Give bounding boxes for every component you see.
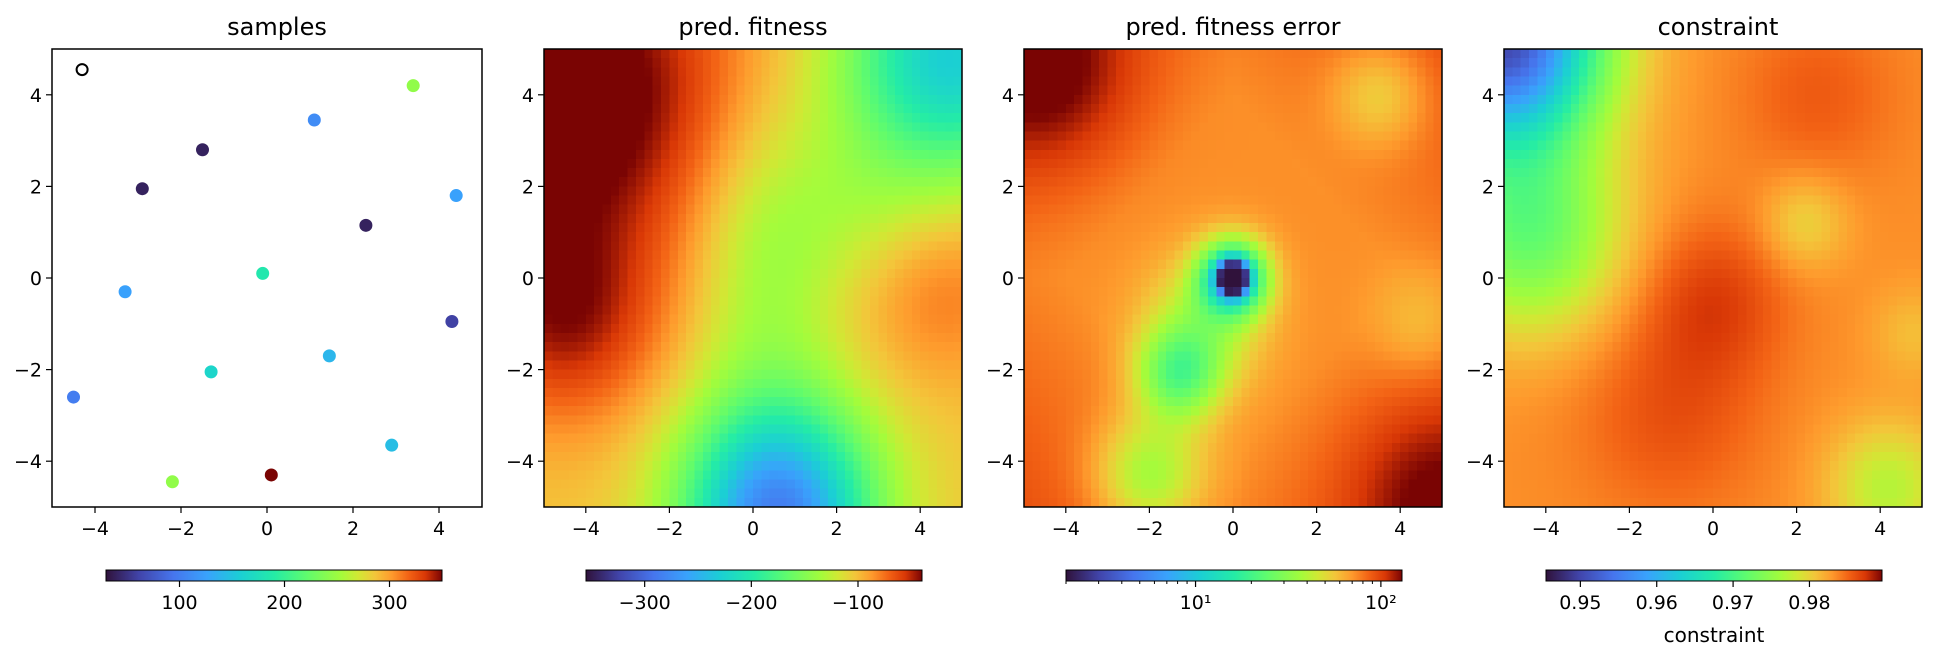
sample-point: [359, 218, 373, 232]
y-tick-label: 4: [30, 85, 42, 107]
y-tick-label: −4: [986, 451, 1014, 473]
x-tick-label: 2: [831, 518, 843, 540]
colorbar: [105, 569, 443, 582]
scatter-points: [67, 63, 463, 489]
x-tick-label: 0: [747, 518, 759, 540]
y-tick-label: 0: [1482, 268, 1494, 290]
x-tick-label: 0: [1707, 518, 1719, 540]
x-ticks: −4 −2 0 2 4: [572, 507, 926, 540]
x-tick-label: 4: [433, 518, 445, 540]
x-tick-label: −4: [1532, 518, 1560, 540]
y-tick-label: 2: [30, 176, 42, 198]
y-ticks: −4 −2 0 2 4: [506, 85, 544, 473]
x-tick-label: 2: [347, 518, 359, 540]
x-tick-label: 4: [1394, 518, 1406, 540]
sample-point: [204, 365, 218, 379]
panel-pred-fitness: pred. fitness −4 −2 0 2 4 −4 −2 0 2 4 −300 −200 −1…: [506, 13, 963, 614]
colorbar-tick-label: 0.95: [1559, 592, 1601, 614]
panel-title: pred. fitness error: [1125, 13, 1340, 41]
sample-point: [196, 143, 209, 157]
sample-point: [135, 182, 149, 196]
sample-point: [165, 475, 179, 489]
sample-point: [449, 189, 463, 203]
colorbar-tick-label: 0.96: [1636, 592, 1678, 614]
colorbar-tick-label: 100: [161, 592, 197, 614]
y-tick-label: −2: [1466, 360, 1494, 382]
x-tick-label: 2: [1311, 518, 1323, 540]
colorbar: [1545, 569, 1883, 582]
x-tick-label: −2: [1135, 518, 1163, 540]
x-tick-label: 2: [1791, 518, 1803, 540]
colorbar-tick-label: 200: [266, 592, 302, 614]
x-tick-label: 4: [1874, 518, 1886, 540]
sample-point: [256, 266, 270, 280]
colorbar-ticks: 100 200 300: [161, 581, 408, 614]
y-tick-label: 4: [522, 85, 534, 107]
x-tick-label: 0: [261, 518, 273, 540]
x-ticks: −4 −2 0 2 4: [81, 507, 445, 540]
constraint-heatmap: [1504, 49, 1922, 507]
y-tick-label: 2: [1002, 176, 1014, 198]
y-tick-label: −4: [14, 451, 42, 473]
y-ticks: −4 −2 0 2 4: [986, 85, 1024, 473]
sample-point: [67, 390, 80, 404]
y-tick-label: 0: [522, 268, 534, 290]
y-tick-label: 4: [1482, 85, 1494, 107]
y-tick-label: −4: [506, 451, 534, 473]
x-tick-label: −2: [167, 518, 195, 540]
y-tick-label: −4: [1466, 451, 1494, 473]
x-tick-label: 4: [914, 518, 926, 540]
colorbar: [585, 569, 923, 582]
colorbar-ticks: −300 −200 −100: [619, 581, 884, 614]
x-ticks: −4 −2 0 2 4: [1532, 507, 1886, 540]
colorbar-ticks: 0.95 0.96 0.97 0.98: [1559, 581, 1831, 614]
sample-point: [385, 438, 399, 452]
y-tick-label: −2: [506, 360, 534, 382]
y-tick-label: 0: [30, 268, 42, 290]
x-ticks: −4 −2 0 2 4: [1052, 507, 1406, 540]
colorbar-tick-label: 0.98: [1788, 592, 1830, 614]
y-ticks: −4 −2 0 2 4: [14, 85, 52, 473]
x-tick-label: −4: [572, 518, 600, 540]
x-tick-label: −2: [655, 518, 683, 540]
y-ticks: −4 −2 0 2 4: [1466, 85, 1504, 473]
colorbar-tick-label: 10²: [1365, 592, 1397, 614]
fitness-heatmap: [544, 49, 962, 507]
x-tick-label: −4: [81, 518, 109, 540]
y-tick-label: −2: [14, 360, 42, 382]
y-tick-label: 2: [522, 176, 534, 198]
colorbar: [1065, 569, 1403, 582]
y-tick-label: 2: [1482, 176, 1494, 198]
colorbar-tick-label: 300: [371, 592, 407, 614]
colorbar-tick-label: −100: [832, 592, 884, 614]
colorbar-tick-label: 10¹: [1180, 592, 1212, 614]
x-tick-label: −2: [1615, 518, 1643, 540]
colorbar-label: constraint: [1664, 623, 1765, 647]
sample-point: [322, 349, 336, 363]
x-tick-label: 0: [1227, 518, 1239, 540]
colorbar-tick-label: −200: [725, 592, 777, 614]
y-tick-label: −2: [986, 360, 1014, 382]
x-tick-label: −4: [1052, 518, 1080, 540]
sample-point: [406, 79, 420, 93]
colorbar-tick-label: −300: [619, 592, 671, 614]
sample-point: [445, 315, 459, 329]
y-tick-label: 0: [1002, 268, 1014, 290]
colorbar-ticks: 10¹ 10²: [1065, 581, 1397, 614]
panel-title: pred. fitness: [678, 13, 827, 41]
sample-point: [264, 468, 278, 482]
fitness-error-heatmap: [1024, 49, 1442, 507]
panel-title: samples: [227, 13, 327, 41]
panel-samples: samples −4 −2 0 2 4 −4 −2 0 2 4 100 200 300: [14, 13, 483, 614]
panel-title: constraint: [1658, 13, 1779, 41]
colorbar-tick-label: 0.97: [1712, 592, 1754, 614]
sample-point: [307, 113, 321, 127]
sample-point: [75, 63, 89, 77]
sample-point: [118, 285, 132, 299]
y-tick-label: 4: [1002, 85, 1014, 107]
